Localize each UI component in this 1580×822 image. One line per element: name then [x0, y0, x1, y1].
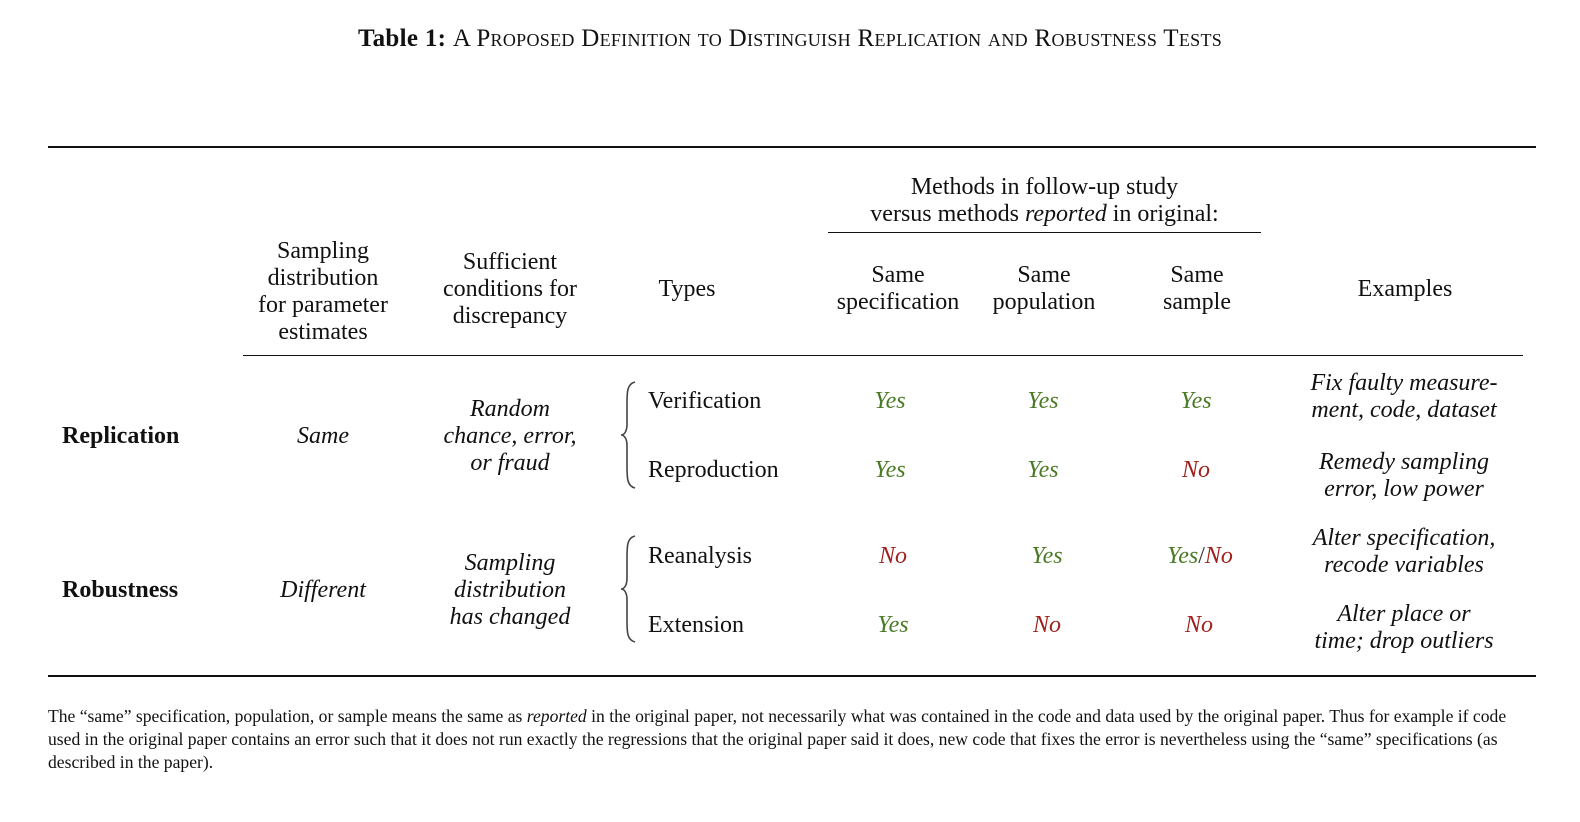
col-header-line: Same: [1017, 262, 1071, 288]
reanalysis-sample-no: No: [1204, 543, 1233, 569]
reproduction-example: Remedy sampling error, low power: [1284, 449, 1524, 503]
reproduction-same-population: Yes: [1027, 457, 1059, 483]
brace-robustness: [620, 535, 636, 643]
table-caption: A Proposed Definition to Distinguish Rep…: [452, 25, 1223, 52]
reanalysis-sample-yes: Yes: [1167, 543, 1199, 569]
sufficient-line: has changed: [449, 604, 571, 630]
col-header-sampling-line: for parameter: [258, 292, 388, 318]
col-header-same-specification: Same specification: [818, 262, 978, 316]
example-line: Fix faulty measure-: [1310, 370, 1498, 396]
group-label-replication: Replication: [62, 423, 180, 449]
extension-same-sample: No: [1184, 612, 1213, 638]
type-reanalysis: Reanalysis: [648, 543, 752, 569]
col-header-sufficient-line: conditions for: [443, 276, 577, 302]
col-header-sampling-line: distribution: [267, 265, 379, 291]
table-label: Table 1:: [357, 25, 447, 52]
methods-group-header: Methods in follow-up study versus method…: [828, 174, 1261, 228]
col-header-types: Types: [658, 276, 716, 302]
example-line: Remedy sampling: [1319, 449, 1489, 475]
methods-group-line2: versus methods reported in original:: [828, 201, 1261, 228]
type-reproduction: Reproduction: [648, 457, 779, 483]
col-header-line: population: [992, 289, 1096, 315]
reanalysis-sample-sep: /: [1198, 543, 1205, 569]
type-verification: Verification: [648, 388, 762, 414]
sufficient-line: Random: [470, 396, 550, 422]
table-note: The “same” specification, population, or…: [48, 705, 1538, 774]
sampling-value-replication: Same: [297, 423, 349, 449]
col-header-examples: Examples: [1357, 276, 1453, 302]
col-header-sufficient: Sufficient conditions for discrepancy: [420, 249, 600, 330]
extension-same-population: No: [1032, 612, 1061, 638]
group-label-robustness: Robustness: [62, 577, 179, 603]
sufficient-line: or fraud: [470, 450, 550, 476]
type-extension: Extension: [648, 612, 744, 638]
sufficient-line: Sampling: [464, 550, 556, 576]
reproduction-same-specification: Yes: [874, 457, 906, 483]
col-header-sufficient-line: Sufficient: [462, 249, 558, 275]
col-header-line: sample: [1163, 289, 1231, 315]
col-header-sampling: Sampling distribution for parameter esti…: [233, 238, 413, 346]
reproduction-same-sample: No: [1181, 457, 1210, 483]
methods-group-line2-b: in original:: [1106, 201, 1219, 227]
col-header-sufficient-line: discrepancy: [452, 303, 568, 329]
note-part1: The “same” specification, population, or…: [48, 706, 527, 726]
extension-example: Alter place or time; drop outliers: [1284, 601, 1524, 655]
sufficient-line: distribution: [453, 577, 567, 603]
example-line: Alter place or: [1337, 601, 1471, 627]
header-rule: [243, 355, 1523, 356]
methods-group-line2-a: versus methods: [870, 201, 1025, 227]
example-line: ment, code, dataset: [1311, 397, 1497, 423]
col-header-same-population: Same population: [974, 262, 1114, 316]
top-rule: [48, 146, 1536, 148]
extension-same-specification: Yes: [877, 612, 909, 638]
verification-same-sample: Yes: [1180, 388, 1212, 414]
verification-example: Fix faulty measure- ment, code, dataset: [1284, 370, 1524, 424]
example-line: time; drop outliers: [1314, 628, 1494, 654]
note-em: reported: [526, 706, 587, 726]
example-line: error, low power: [1324, 476, 1484, 502]
reanalysis-same-specification: No: [878, 543, 907, 569]
sufficient-line: chance, error,: [443, 423, 577, 449]
verification-same-specification: Yes: [874, 388, 906, 414]
note-part2: in the original paper, not necessarily w…: [48, 706, 1507, 772]
example-line: recode variables: [1324, 552, 1484, 578]
verification-same-population: Yes: [1027, 388, 1059, 414]
sufficient-value-replication: Random chance, error, or fraud: [420, 396, 600, 477]
sufficient-value-robustness: Sampling distribution has changed: [420, 550, 600, 631]
bottom-rule: [48, 675, 1536, 677]
col-header-same-sample: Same sample: [1137, 262, 1257, 316]
sampling-value-robustness: Different: [280, 577, 366, 603]
col-header-line: Same: [871, 262, 925, 288]
col-header-line: specification: [836, 289, 960, 315]
table-title: Table 1: A Proposed Definition to Distin…: [0, 25, 1580, 53]
col-header-sampling-line: Sampling: [276, 238, 369, 264]
col-header-line: Same: [1170, 262, 1224, 288]
methods-group-line1: Methods in follow-up study: [910, 174, 1179, 200]
reanalysis-same-population: Yes: [1031, 543, 1063, 569]
reanalysis-same-sample: Yes/No: [1150, 543, 1250, 570]
col-header-sampling-line: estimates: [278, 319, 368, 345]
brace-replication: [620, 381, 636, 489]
methods-group-line2-em: reported: [1024, 201, 1107, 227]
example-line: Alter specification,: [1312, 525, 1496, 551]
methods-group-rule: [828, 232, 1261, 233]
reanalysis-example: Alter specification, recode variables: [1284, 525, 1524, 579]
